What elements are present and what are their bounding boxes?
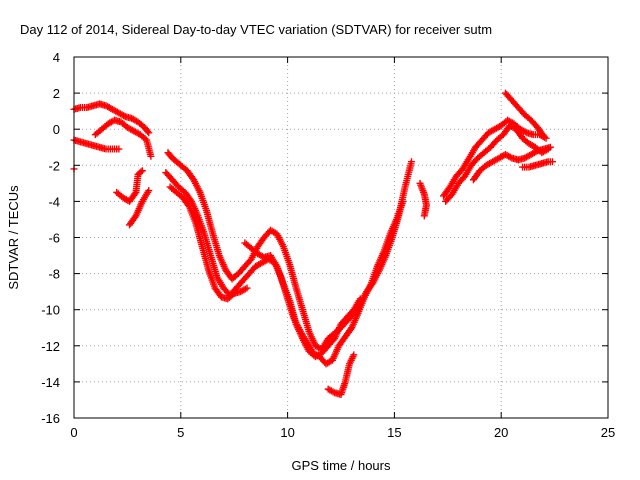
data-point	[546, 143, 554, 151]
data-point	[548, 158, 556, 166]
y-tick-label: 0	[53, 122, 60, 137]
x-tick-label: 0	[70, 425, 77, 440]
y-tick-label: -12	[41, 339, 60, 354]
series-13	[442, 122, 552, 205]
data-point	[120, 112, 128, 120]
series-12	[440, 116, 550, 200]
series-6	[164, 149, 415, 353]
data-point	[241, 285, 249, 293]
series-15	[501, 89, 548, 140]
y-tick-label: 2	[53, 86, 60, 101]
axis-ticks: 0 5 10 15 20 25 -16 -14 -12 -10 -8 -6 -4 -2 0 2 4	[41, 50, 615, 440]
chart-title: Day 112 of 2014, Sidereal Day-to-day VTE…	[20, 22, 492, 37]
data-point	[145, 129, 153, 137]
data-point	[184, 201, 192, 209]
x-tick-label: 10	[280, 425, 294, 440]
data-point	[145, 187, 153, 195]
series-10	[324, 351, 358, 399]
y-tick-label: -6	[48, 231, 60, 246]
data-point	[115, 145, 123, 153]
y-axis-label: SDTVAR / TECUs	[6, 185, 21, 290]
x-tick-label: 5	[177, 425, 184, 440]
y-tick-label: -4	[48, 194, 60, 209]
y-tick-label: -10	[41, 303, 60, 318]
data-point	[131, 190, 139, 198]
data-point	[399, 197, 407, 205]
data-point	[521, 128, 529, 136]
series-14	[469, 143, 554, 184]
x-tick-label: 15	[387, 425, 401, 440]
data-point	[506, 153, 514, 161]
data-point	[540, 132, 548, 140]
data-point	[329, 388, 337, 396]
data-point	[407, 158, 415, 166]
series-11	[416, 179, 430, 220]
data-point	[147, 152, 155, 160]
data-point	[539, 131, 547, 139]
grid	[74, 57, 608, 418]
data-points	[70, 89, 556, 399]
data-point	[532, 148, 540, 156]
series-0	[70, 100, 153, 137]
series-8	[166, 183, 251, 303]
series-16	[519, 158, 556, 171]
series-3	[91, 116, 155, 160]
x-tick-label: 20	[494, 425, 508, 440]
series-4	[113, 167, 146, 205]
y-tick-label: 4	[53, 50, 60, 65]
y-tick-label: -16	[41, 411, 60, 426]
y-tick-label: -2	[48, 158, 60, 173]
y-tick-label: -8	[48, 267, 60, 282]
data-point	[350, 351, 358, 359]
x-tick-label: 25	[601, 425, 615, 440]
x-axis-label: GPS time / hours	[292, 458, 391, 473]
data-point	[138, 167, 146, 175]
plot-frame	[73, 56, 609, 419]
series-9	[241, 239, 364, 361]
data-point	[420, 212, 428, 220]
y-tick-label: -14	[41, 375, 60, 390]
data-point	[356, 295, 364, 303]
data-point	[144, 127, 152, 135]
data-point	[137, 168, 145, 176]
series-5	[126, 187, 153, 229]
data-point	[243, 284, 251, 292]
series-1	[70, 136, 123, 153]
